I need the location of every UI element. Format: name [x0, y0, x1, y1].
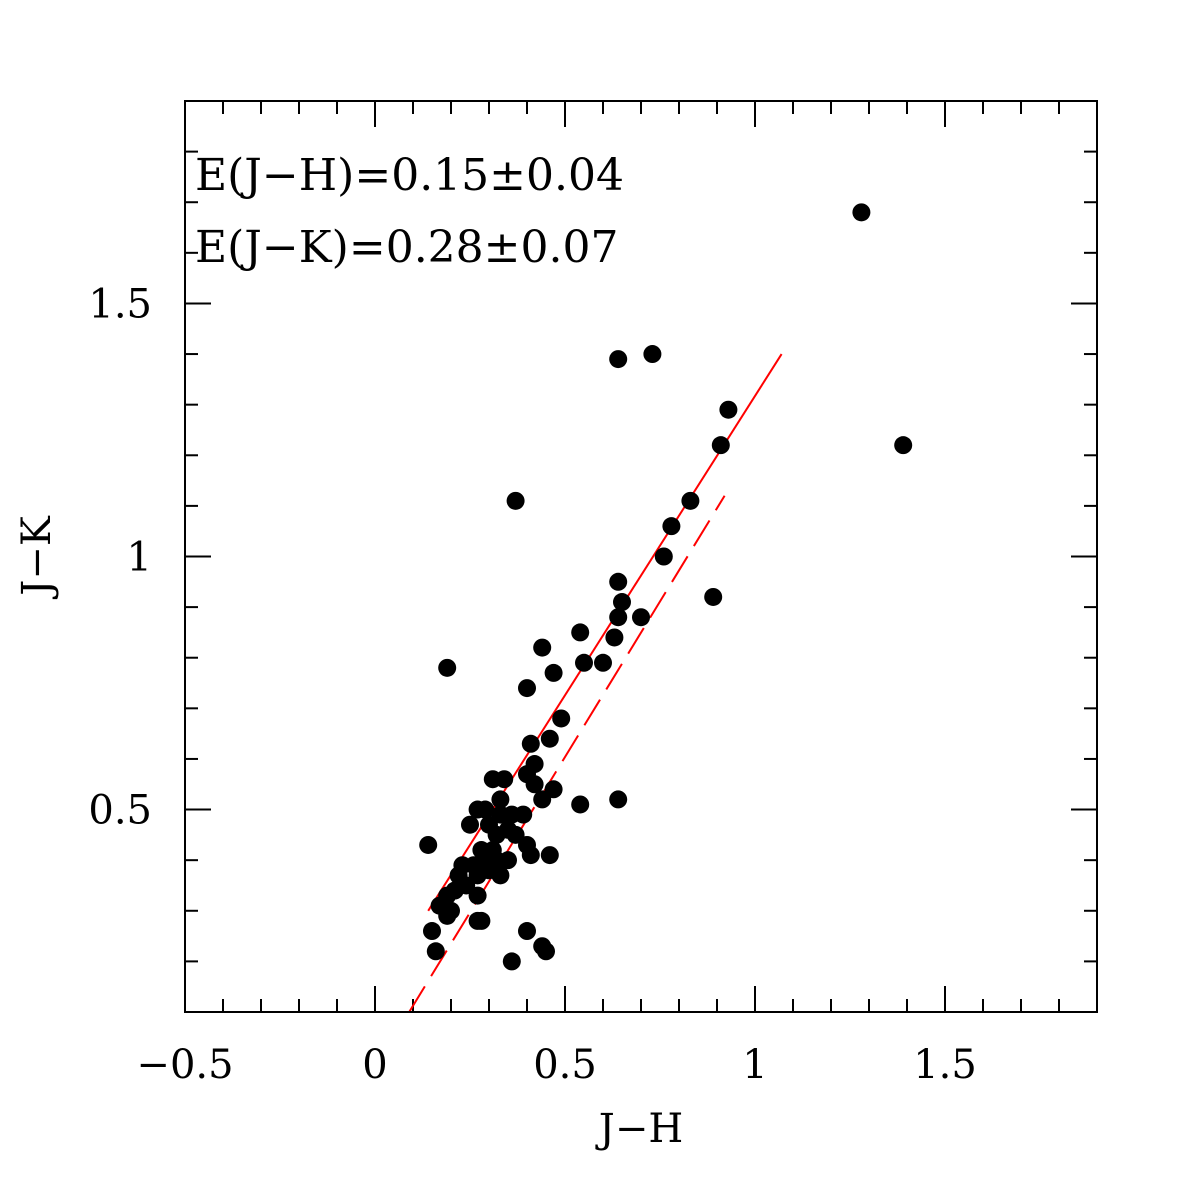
dashed-reddening-line: [408, 495, 726, 1013]
data-point: [852, 203, 871, 222]
data-point: [632, 608, 650, 627]
data-point: [594, 653, 612, 672]
x-axis-label: J−H: [595, 1106, 683, 1152]
x-tick-label: 1: [742, 1042, 767, 1088]
data-point: [544, 663, 563, 682]
data-point: [495, 770, 514, 789]
data-point: [719, 400, 738, 419]
data-point: [426, 942, 445, 961]
x-tick-label: 1.5: [913, 1042, 977, 1088]
data-point: [609, 790, 628, 809]
data-point: [533, 638, 552, 657]
data-point: [704, 587, 723, 606]
annotation-ejk: E(J−K)=0.28±0.07: [195, 222, 619, 273]
axis-ticks: [185, 101, 1097, 1012]
x-tick-label: 0: [362, 1042, 387, 1088]
x-tick-label: 0.5: [533, 1042, 597, 1088]
data-point: [468, 911, 487, 930]
data-point: [518, 922, 536, 941]
data-point: [419, 835, 438, 854]
data-point: [662, 517, 681, 536]
data-point: [609, 572, 628, 591]
data-point: [506, 491, 525, 510]
y-axis-label: J−K: [14, 515, 60, 600]
data-point: [613, 593, 631, 612]
data-point: [609, 608, 628, 627]
data-point: [552, 709, 571, 728]
data-points: [419, 203, 913, 971]
data-point: [654, 547, 673, 566]
data-point: [540, 729, 559, 748]
data-point: [487, 825, 506, 844]
x-tick-label: −0.5: [136, 1042, 233, 1088]
y-tick-label: 1: [127, 535, 152, 581]
data-point: [476, 800, 495, 819]
data-point: [438, 658, 457, 677]
annotation-ejh: E(J−H)=0.15±0.04: [195, 150, 624, 201]
data-point: [894, 436, 913, 455]
data-point: [491, 790, 510, 809]
data-point: [491, 866, 510, 885]
y-tick-label: 1.5: [88, 281, 152, 327]
data-point: [605, 628, 624, 647]
data-point: [571, 623, 590, 642]
data-point: [711, 436, 730, 455]
data-point: [537, 942, 555, 961]
tick-labels: −0.5 0 0.5 1 1.5 0.5 1 1.5: [88, 281, 976, 1088]
data-point: [499, 851, 517, 870]
data-point: [423, 922, 441, 941]
data-point: [681, 491, 700, 510]
data-point: [518, 679, 536, 698]
plot-frame: [184, 100, 1098, 1013]
data-point: [468, 886, 487, 905]
data-point: [540, 846, 559, 865]
data-point: [438, 906, 457, 925]
data-point: [525, 755, 544, 774]
data-point: [575, 653, 593, 672]
data-point: [525, 775, 544, 794]
data-point: [643, 345, 662, 364]
data-point: [521, 734, 540, 753]
data-point: [514, 805, 533, 824]
y-tick-label: 0.5: [88, 788, 152, 834]
data-point: [571, 795, 590, 814]
data-point: [502, 952, 521, 971]
data-point: [609, 350, 628, 369]
data-point: [533, 790, 552, 809]
data-point: [461, 815, 479, 834]
data-point: [521, 846, 540, 865]
